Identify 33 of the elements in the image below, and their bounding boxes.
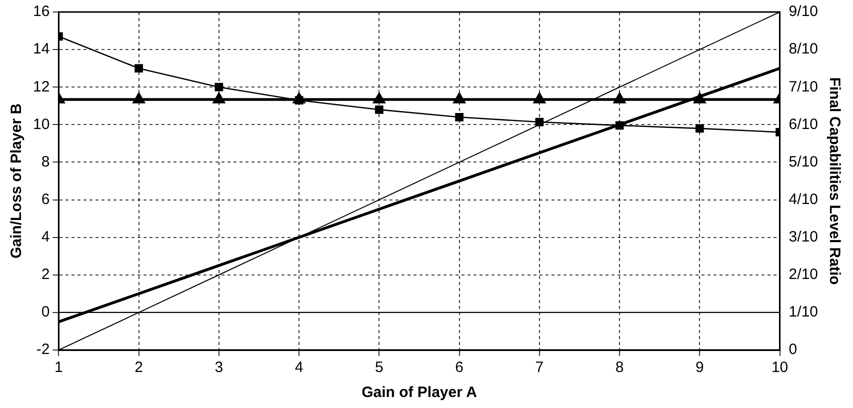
y2-tick-label: 2/10 <box>788 266 818 284</box>
y2-tick-label: 8/10 <box>788 40 818 58</box>
y-tick-label: -2 <box>36 341 50 358</box>
y2-tick-label: 9/10 <box>788 3 818 20</box>
x-tick-label: 6 <box>455 359 464 376</box>
y2-tick-label: 3/10 <box>788 228 818 246</box>
x-tick-label: 8 <box>615 359 624 376</box>
y-tick-label: 0 <box>41 304 50 321</box>
y2-tick-label: 6/10 <box>788 116 818 133</box>
y-axis-title: Gain/Loss of Player B <box>8 103 26 259</box>
y2-tick-label: 4/10 <box>788 190 818 208</box>
x-tick-label: 2 <box>134 359 143 376</box>
y2-tick-label: 1/10 <box>788 304 818 321</box>
y2-tick-label: 7/10 <box>788 78 818 96</box>
y-tick-label: 16 <box>32 3 50 20</box>
y-tick-label: 2 <box>41 266 50 284</box>
y2-axis-title: Final Capabilities Level Ratio <box>826 77 843 285</box>
y2-tick-label: 0 <box>788 341 798 358</box>
x-tick-label: 5 <box>375 359 384 376</box>
x-tick-label: 3 <box>214 359 224 376</box>
y-tick-label: 10 <box>32 116 50 133</box>
x-tick-label: 7 <box>535 359 544 376</box>
x-tick-label: 1 <box>54 359 63 376</box>
y-tick-label: 4 <box>41 228 50 246</box>
y2-tick-label: 5/10 <box>788 153 818 170</box>
x-tick-label: 10 <box>771 359 788 376</box>
x-axis-title: Gain of Player A <box>362 384 478 402</box>
y-tick-label: 14 <box>32 40 50 58</box>
x-tick-label: 9 <box>696 359 704 376</box>
y-tick-label: 8 <box>41 153 50 170</box>
x-tick-label: 4 <box>294 359 304 376</box>
y-tick-label: 6 <box>41 190 50 208</box>
y-tick-label: 12 <box>32 78 50 96</box>
